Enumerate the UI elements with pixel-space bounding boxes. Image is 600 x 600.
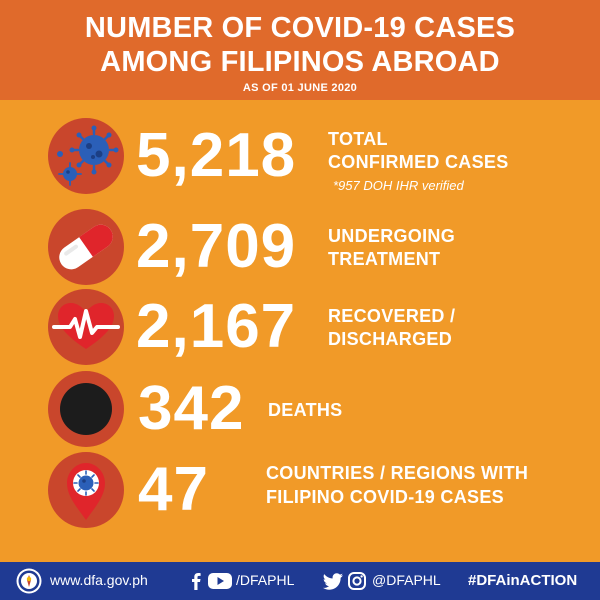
header-banner: NUMBER OF COVID-19 CASES AMONG FILIPINOS… xyxy=(0,0,600,100)
facebook-icon[interactable] xyxy=(186,571,206,591)
stat-row-recovered: 2,167 RECOVERED / DISCHARGED xyxy=(0,287,600,367)
stat-row-confirmed: 5,218 TOTAL CONFIRMED CASES *957 DOH IHR… xyxy=(0,116,600,196)
page-title-line1: NUMBER OF COVID-19 CASES xyxy=(84,12,516,44)
youtube-icon[interactable] xyxy=(207,571,233,591)
recovered-label-line2: DISCHARGED xyxy=(328,329,453,349)
location-pin-virus-icon xyxy=(46,450,126,530)
treatment-label-line1: UNDERGOING xyxy=(328,226,456,246)
countries-label-line2: FILIPINO COVID-19 CASES xyxy=(266,487,504,507)
heartbeat-icon xyxy=(46,287,126,367)
stat-row-treatment: 2,709 UNDERGOING TREATMENT xyxy=(0,207,600,287)
countries-count: 47 xyxy=(138,455,209,524)
facebook-youtube-handle[interactable]: /DFAPHL xyxy=(236,572,295,588)
page-title-line2: AMONG FILIPINOS ABROAD xyxy=(100,46,500,78)
pill-icon xyxy=(46,207,126,287)
as-of-date: AS OF 01 JUNE 2020 xyxy=(242,82,358,94)
confirmed-count: 5,218 xyxy=(136,121,297,190)
twitter-icon[interactable] xyxy=(322,571,344,591)
stat-row-countries: 47 COUNTRIES / REGIONS WITH FILIPINO COV… xyxy=(0,450,600,530)
treatment-count: 2,709 xyxy=(136,212,297,281)
confirmed-label-line1: TOTAL xyxy=(328,129,388,149)
instagram-icon[interactable] xyxy=(347,571,367,591)
treatment-label-line2: TREATMENT xyxy=(328,249,441,269)
dfa-seal-icon xyxy=(16,568,42,594)
virus-icon xyxy=(46,116,126,196)
stat-row-deaths: 342 DEATHS xyxy=(0,369,600,449)
confirmed-label-line2: CONFIRMED CASES xyxy=(328,152,509,172)
website-link[interactable]: www.dfa.gov.ph xyxy=(50,572,148,588)
countries-label-line1: COUNTRIES / REGIONS WITH xyxy=(266,463,529,483)
hashtag: #DFAinACTION xyxy=(468,572,578,589)
deaths-count: 342 xyxy=(138,374,245,443)
recovered-label-line1: RECOVERED / xyxy=(328,306,456,326)
black-circle-icon xyxy=(46,369,126,449)
twitter-instagram-handle[interactable]: @DFAPHL xyxy=(372,572,441,588)
recovered-count: 2,167 xyxy=(136,292,297,361)
deaths-label: DEATHS xyxy=(268,400,343,420)
confirmed-note: *957 DOH IHR verified xyxy=(333,178,464,193)
footer-bar: www.dfa.gov.ph /DFAPHL @DFAPHL #DFAinACT… xyxy=(0,562,600,600)
